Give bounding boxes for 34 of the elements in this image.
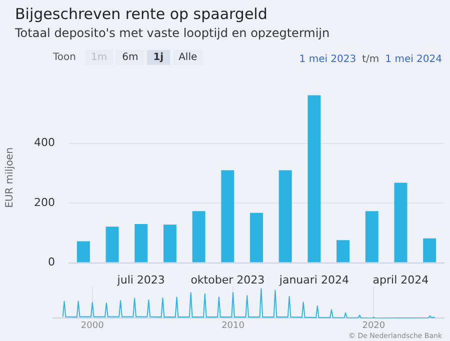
text: 6m: [116, 50, 144, 65]
bar: [163, 224, 176, 262]
text: 1m: [84, 50, 114, 65]
y-tick-label: 400: [34, 136, 55, 150]
bar: [336, 240, 350, 262]
bar: [221, 170, 234, 262]
x-tick-label: januari 2024: [278, 273, 349, 286]
x-tick-label: 2010: [222, 320, 245, 331]
bar: [250, 212, 263, 262]
bar: [308, 95, 321, 262]
bar: [134, 224, 148, 262]
bar: [76, 241, 90, 262]
bar: [365, 211, 378, 262]
x-tick-label: 2000: [80, 320, 104, 331]
bar: [394, 182, 408, 262]
text: 1 mei 2023: [299, 54, 356, 65]
x-tick-label: april 2024: [372, 273, 429, 286]
text: 1j: [147, 50, 170, 65]
text: Alle: [172, 50, 204, 65]
bar: [423, 238, 436, 262]
chart-subtitle: Totaal deposito's met vaste looptijd en opzegtermijn: [15, 26, 330, 40]
y-tick-label: 0: [48, 256, 55, 269]
text: 1 mei 2024: [385, 54, 442, 65]
bar: [192, 211, 206, 262]
x-tick-label: oktober 2023: [190, 273, 265, 286]
bar: [278, 170, 292, 262]
text: t/m: [362, 54, 380, 65]
chart-title: Bijgeschreven rente op spaargeld: [15, 5, 268, 23]
text: Toon: [52, 51, 77, 65]
x-tick-label: juli 2023: [116, 273, 165, 286]
y-tick-label: 200: [34, 196, 55, 209]
x-tick-label: 2020: [362, 320, 386, 331]
bar: [106, 226, 119, 262]
y-axis-title: EUR miljoen: [4, 147, 16, 208]
